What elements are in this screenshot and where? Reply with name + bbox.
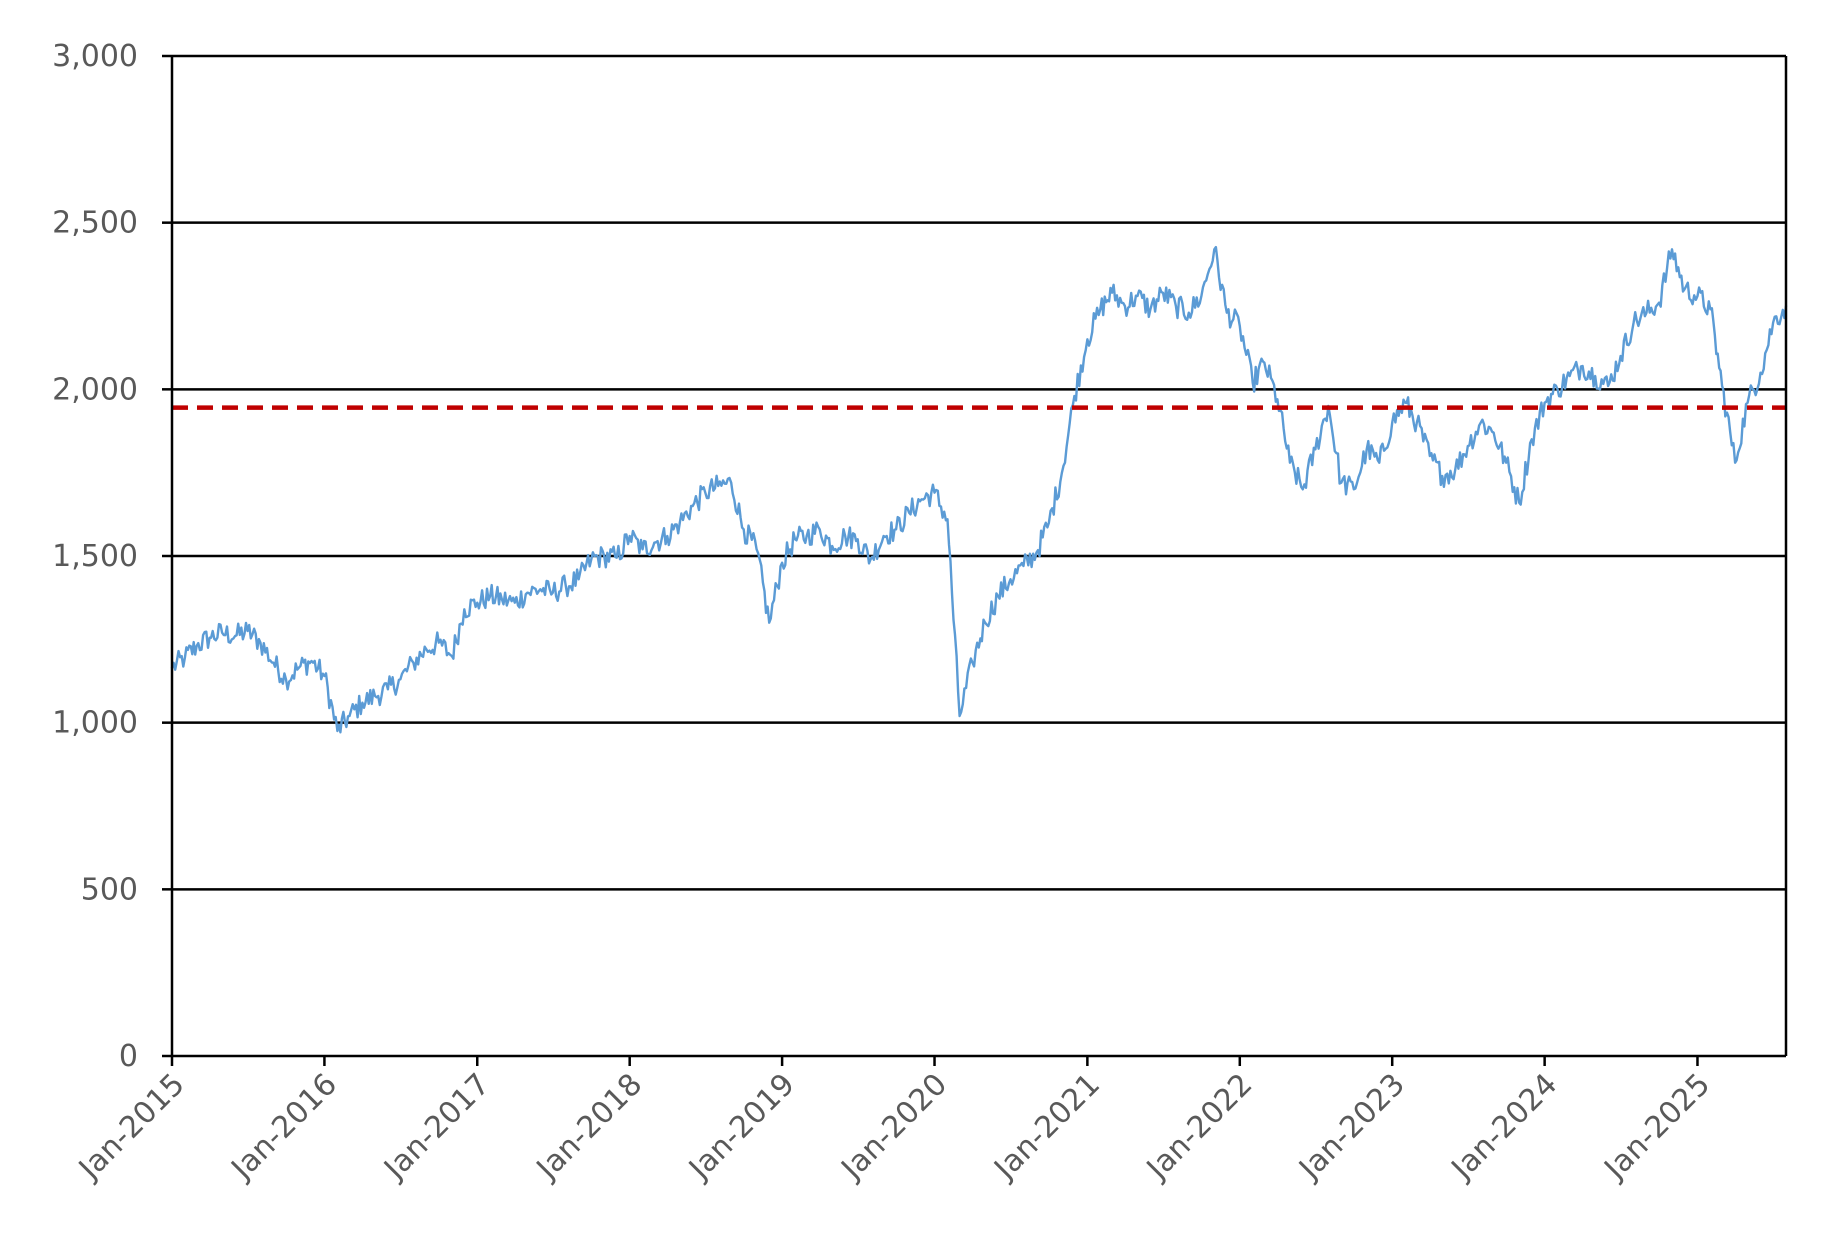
- x-tick-label-3: Jan-2018: [529, 1067, 650, 1188]
- y-tick-label-3: 1,500: [52, 539, 138, 574]
- y-tick-label-5: 2,500: [52, 206, 138, 241]
- x-tick-label-1: Jan-2016: [224, 1067, 345, 1188]
- y-tick-label-4: 2,000: [52, 372, 138, 407]
- series-layer: [170, 245, 1788, 734]
- x-tick-label-2: Jan-2017: [376, 1067, 497, 1188]
- x-tick-label-7: Jan-2022: [1139, 1067, 1260, 1188]
- y-tick-label-0: 0: [119, 1039, 138, 1074]
- x-tick-label-0: Jan-2015: [71, 1067, 192, 1188]
- x-tick-label-6: Jan-2021: [987, 1067, 1108, 1188]
- x-tick-label-10: Jan-2025: [1597, 1067, 1718, 1188]
- y-axis-ticks: 0 500 1,000 1,500 2,000 2,500 3,000: [52, 39, 172, 1074]
- y-tick-label-6: 3,000: [52, 39, 138, 74]
- x-tick-label-4: Jan-2019: [681, 1067, 802, 1188]
- series-line-0: [170, 245, 1788, 734]
- x-axis-ticks: Jan-2015 Jan-2016 Jan-2017 Jan-2018 Jan-2019…: [71, 1056, 1717, 1187]
- x-tick-label-8: Jan-2023: [1291, 1067, 1412, 1188]
- y-tick-label-2: 1,000: [52, 706, 138, 741]
- gridlines: [172, 54, 1786, 891]
- x-tick-label-9: Jan-2024: [1444, 1067, 1565, 1188]
- y-tick-label-1: 500: [81, 872, 138, 907]
- x-tick-label-5: Jan-2020: [834, 1067, 955, 1188]
